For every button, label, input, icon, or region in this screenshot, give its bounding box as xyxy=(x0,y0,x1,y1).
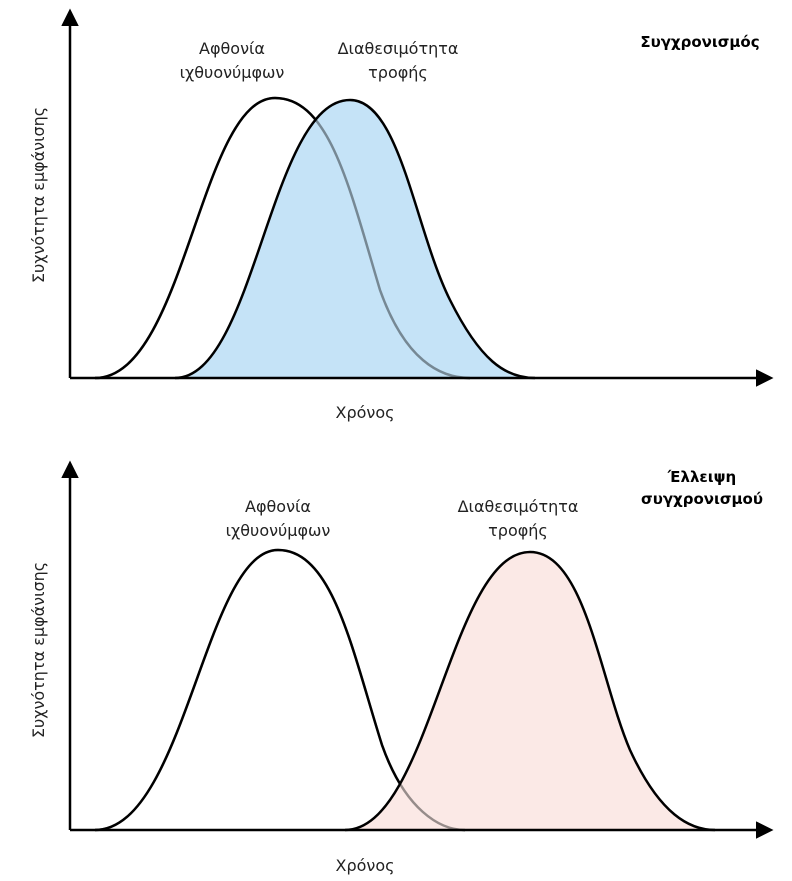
curve-label: τροφής xyxy=(488,521,548,540)
curve-label: Διαθεσιμότητα xyxy=(338,39,459,58)
food-curve xyxy=(344,550,716,832)
food-curve xyxy=(174,98,536,380)
larvae-curve-overlap xyxy=(94,548,466,832)
curve-label: ιχθυονύμφων xyxy=(180,63,285,82)
curve-label: ιχθυονύμφων xyxy=(226,521,331,540)
panel-title: Συγχρονισμός xyxy=(640,33,759,51)
curve-label: τροφής xyxy=(368,63,428,82)
curve-label: Αφθονία xyxy=(245,497,311,516)
curve-label: Αφθονία xyxy=(199,39,265,58)
y-axis-label: Συχνότητα εμφάνισης xyxy=(29,107,48,283)
y-axis-label: Συχνότητα εμφάνισης xyxy=(29,562,48,738)
panel-title: Έλλειψη xyxy=(667,468,736,486)
panel-mismatch: Αφθονία ιχθυονύμφων Διαθεσιμότητα τροφής… xyxy=(29,460,774,875)
panel-title: συγχρονισμού xyxy=(641,490,763,508)
x-axis-label: Χρόνος xyxy=(335,403,394,422)
larvae-curve-overlap xyxy=(94,96,471,380)
curve-label: Διαθεσιμότητα xyxy=(458,497,579,516)
x-axis-label: Χρόνος xyxy=(335,856,394,875)
panel-sync: Αφθονία ιχθυονύμφων Διαθεσιμότητα τροφής… xyxy=(29,8,774,422)
